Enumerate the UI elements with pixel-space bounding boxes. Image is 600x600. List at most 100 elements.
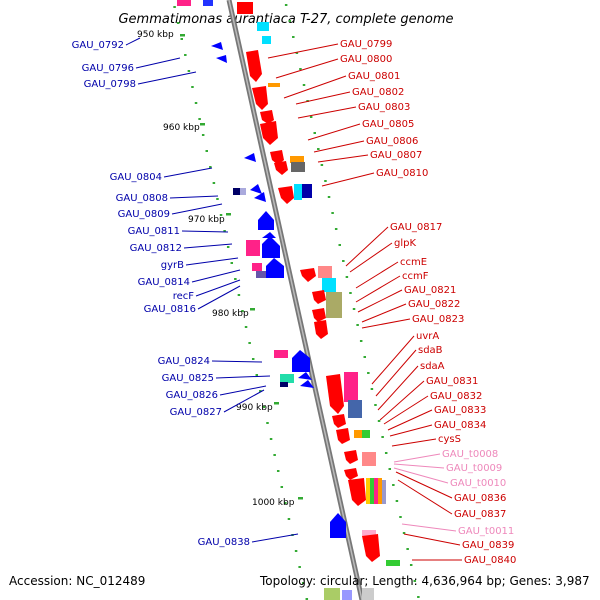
gene-block [342,590,352,600]
scale-tick-mark [226,213,231,216]
gene-label[interactable]: GAU_0827 [170,407,222,418]
gene-label[interactable]: recF [173,291,195,302]
reverse-gene-arrow [292,350,310,372]
forward-gene-arrow [252,86,268,110]
gene-label[interactable]: GAU_0823 [412,314,464,325]
gene-label[interactable]: GAU_0810 [376,168,428,179]
gene-label[interactable]: GAU_0837 [454,509,506,520]
leader-line [395,471,453,499]
gene-label[interactable]: GAU_0806 [366,136,418,147]
gene-label[interactable]: GAU_0804 [110,172,162,183]
scale-dot [381,436,384,438]
gene-label[interactable]: GAU_0802 [352,87,404,98]
scale-dot [234,278,237,280]
gene-label[interactable]: GAU_0834 [434,420,486,431]
scale-dot [409,564,413,566]
right-scale-dots [284,4,420,598]
gene-label[interactable]: GAU_0814 [138,277,190,288]
gene-label[interactable]: GAU_0807 [370,150,422,161]
scale-dot [324,180,327,182]
gene-label[interactable]: gyrB [161,260,184,271]
gene-label[interactable]: GAU_0799 [340,39,392,50]
gene-label[interactable]: GAU_0824 [158,356,210,367]
gene-label[interactable]: sdaB [418,345,443,356]
gene-label[interactable]: GAU_0808 [116,193,168,204]
gene-label[interactable]: GAU_0803 [358,102,410,113]
gene-label[interactable]: ccmE [400,257,427,268]
leader-line [251,533,299,543]
gene-label[interactable]: GAU_0831 [426,376,478,387]
gene-label[interactable]: GAU_0826 [166,390,218,401]
forward-gene-arrow [246,50,262,82]
forward-gene-arrow [314,320,328,339]
gene-label[interactable]: GAU_0822 [408,299,460,310]
gene-block [324,588,340,600]
gene-label[interactable]: glpK [394,238,416,249]
scale-dot [342,260,345,262]
gene-label[interactable]: GAU_t0008 [442,449,498,460]
scale-dot [349,292,352,294]
gene-label[interactable]: cysS [438,434,461,445]
reverse-gene-arrow [330,513,346,538]
scale-dot [331,212,334,214]
leader-line [195,279,241,297]
leader-line [223,389,265,413]
scale-dot [356,324,359,326]
scale-tick-mark [180,34,185,37]
gene-block [326,292,342,318]
gene-label[interactable]: GAU_0798 [84,79,136,90]
gene-label[interactable]: GAU_0811 [128,226,180,237]
gene-label[interactable]: GAU_0832 [430,391,482,402]
gene-label[interactable]: GAU_0839 [462,540,514,551]
scale-dot [299,68,302,70]
gene-block [274,350,288,358]
forward-gene-arrow [344,450,358,464]
gene-label[interactable]: GAU_0821 [404,285,456,296]
gene-block [370,478,374,504]
scale-dot [262,406,266,408]
gene-label[interactable]: GAU_0801 [348,71,400,82]
scale-tick-label: 1000 kbp [252,498,295,508]
scale-dot [205,150,208,152]
gene-label[interactable]: GAU_t0011 [458,526,514,537]
gene-label[interactable]: GAU_0812 [130,243,182,254]
forward-gene-arrow [260,121,278,145]
forward-gene-arrow [332,414,346,428]
gene-block [362,452,376,466]
gene-label[interactable]: sdaA [420,361,445,372]
leader-line [185,257,239,266]
gene-label[interactable]: uvrA [416,331,439,342]
gene-label[interactable]: GAU_0833 [434,405,486,416]
gene-label[interactable]: GAU_t0010 [450,478,506,489]
gene-label[interactable]: ccmF [402,271,429,282]
scale-dot [399,516,402,518]
genome-backbone-highlight [228,0,363,600]
gene-label[interactable]: GAU_0800 [340,54,392,65]
leader-line [211,360,263,363]
scale-dot [287,518,291,520]
gene-label[interactable]: GAU_t0009 [446,463,502,474]
gene-label[interactable]: GAU_0817 [390,222,442,233]
gene-block [262,36,271,44]
scale-dot [377,420,381,422]
leader-line [355,261,399,289]
scale-dot [402,532,406,534]
leader-line [401,523,457,532]
scale-tick-label: 990 kbp [236,403,273,413]
gene-label[interactable]: GAU_0836 [454,493,506,504]
gene-label[interactable]: GAU_0838 [198,537,250,548]
gene-label[interactable]: GAU_0825 [162,373,214,384]
gene-label[interactable]: GAU_0792 [72,40,124,51]
forward-gene-arrow [270,150,284,165]
gene-block [348,400,362,418]
gene-label[interactable]: GAU_0816 [144,304,196,315]
gene-label[interactable]: GAU_0796 [82,63,134,74]
gene-label[interactable]: GAU_0805 [362,119,414,130]
gene-block [240,188,246,195]
gene-block [374,478,378,504]
scale-dot [334,228,338,230]
gene-label[interactable]: GAU_0809 [118,209,170,220]
gene-label[interactable]: GAU_0840 [464,555,516,566]
scale-dot [173,6,176,8]
scale-dot [395,500,399,502]
